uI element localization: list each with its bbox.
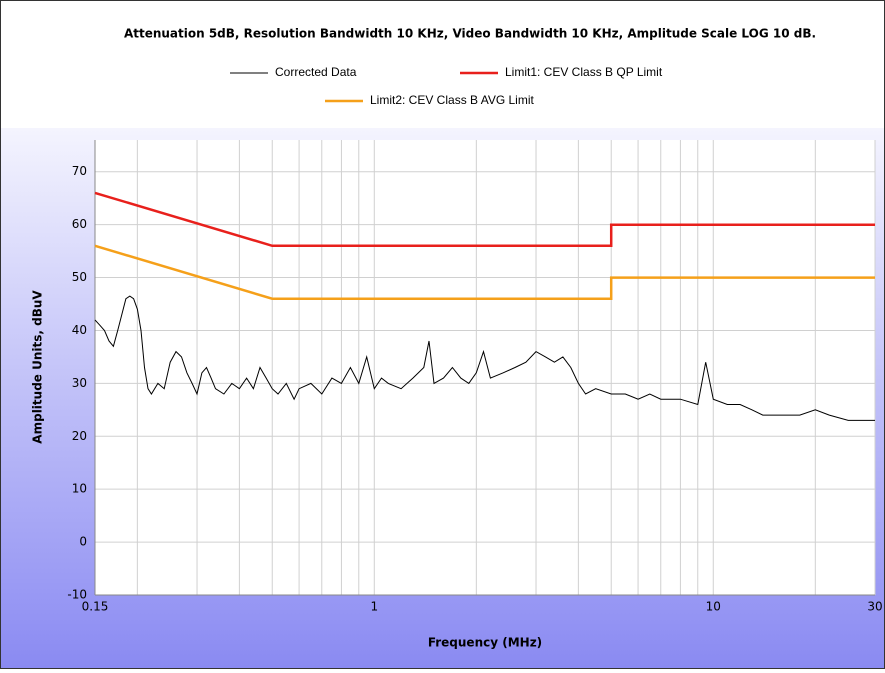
y-tick-label: 70 <box>72 164 87 178</box>
y-tick-label: 50 <box>72 270 87 284</box>
y-tick-label: 20 <box>72 429 87 443</box>
y-tick-label: 40 <box>72 323 87 337</box>
y-axis-title: Amplitude Units, dBuV <box>31 290 45 444</box>
x-tick-label: 30 <box>867 600 882 614</box>
legend-label: Corrected Data <box>275 65 357 79</box>
y-tick-label: -10 <box>67 588 87 602</box>
chart-title: Attenuation 5dB, Resolution Bandwidth 10… <box>124 27 816 41</box>
x-tick-label: 10 <box>706 600 721 614</box>
y-tick-label: 0 <box>79 535 87 549</box>
data-line <box>94 244 875 300</box>
plot-area <box>95 140 875 595</box>
y-tick-label: 60 <box>72 217 87 231</box>
y-tick-label: 30 <box>72 376 87 390</box>
data-line <box>94 191 875 248</box>
data-line <box>94 295 875 421</box>
x-tick-label: 1 <box>370 600 378 614</box>
y-tick-label: 10 <box>72 482 87 496</box>
x-tick-label: 0.15 <box>82 600 109 614</box>
x-axis-title: Frequency (MHz) <box>428 636 542 650</box>
legend-label: Limit1: CEV Class B QP Limit <box>505 65 663 79</box>
legend-label: Limit2: CEV Class B AVG Limit <box>370 93 534 107</box>
